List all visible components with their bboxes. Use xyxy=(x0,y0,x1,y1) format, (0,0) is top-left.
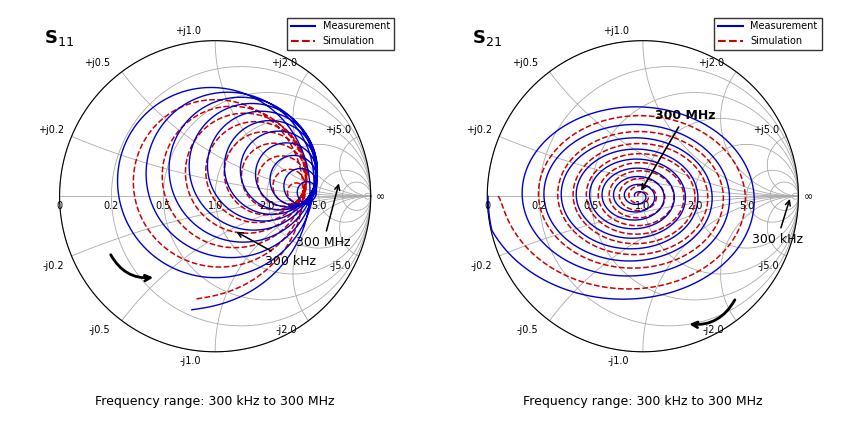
Text: S$_{11}$: S$_{11}$ xyxy=(44,28,74,48)
Text: 0.2: 0.2 xyxy=(531,201,547,211)
Text: +j0.5: +j0.5 xyxy=(84,58,110,68)
Text: 5.0: 5.0 xyxy=(311,201,327,211)
Text: 2.0: 2.0 xyxy=(259,201,275,211)
Text: -j1.0: -j1.0 xyxy=(607,357,629,366)
Text: 300 MHz: 300 MHz xyxy=(296,185,351,249)
Text: -j2.0: -j2.0 xyxy=(703,325,724,335)
Text: 0.5: 0.5 xyxy=(155,201,171,211)
Text: 0.5: 0.5 xyxy=(583,201,599,211)
Text: -j5.0: -j5.0 xyxy=(758,261,779,271)
Text: $\infty$: $\infty$ xyxy=(376,191,385,201)
Text: 5.0: 5.0 xyxy=(739,201,754,211)
Text: -j1.0: -j1.0 xyxy=(179,357,201,366)
Text: -j5.0: -j5.0 xyxy=(329,261,352,271)
Text: 0.2: 0.2 xyxy=(104,201,119,211)
Legend: Measurement, Simulation: Measurement, Simulation xyxy=(715,18,822,50)
Text: +j2.0: +j2.0 xyxy=(698,58,724,68)
Text: -j0.5: -j0.5 xyxy=(516,325,538,335)
Text: +j5.0: +j5.0 xyxy=(325,124,352,135)
Text: +j2.0: +j2.0 xyxy=(270,58,297,68)
Text: 1.0: 1.0 xyxy=(635,201,650,211)
Text: 0: 0 xyxy=(484,201,490,211)
Text: +j0.2: +j0.2 xyxy=(466,124,492,135)
Text: Frequency range: 300 kHz to 300 MHz: Frequency range: 300 kHz to 300 MHz xyxy=(523,395,763,408)
Text: -j0.2: -j0.2 xyxy=(470,261,492,271)
Text: +j0.2: +j0.2 xyxy=(38,124,64,135)
Text: +j1.0: +j1.0 xyxy=(603,26,629,36)
Text: -j0.2: -j0.2 xyxy=(43,261,64,271)
Text: +j1.0: +j1.0 xyxy=(175,26,201,36)
Legend: Measurement, Simulation: Measurement, Simulation xyxy=(287,18,394,50)
Text: S$_{21}$: S$_{21}$ xyxy=(472,28,502,48)
Text: +j5.0: +j5.0 xyxy=(753,124,779,135)
Text: 300 kHz: 300 kHz xyxy=(238,233,316,268)
Text: $\infty$: $\infty$ xyxy=(803,191,813,201)
Text: 1.0: 1.0 xyxy=(208,201,223,211)
Text: 300 kHz: 300 kHz xyxy=(752,200,803,246)
Text: Frequency range: 300 kHz to 300 MHz: Frequency range: 300 kHz to 300 MHz xyxy=(95,395,335,408)
Text: 300 MHz: 300 MHz xyxy=(642,109,716,189)
Text: +j0.5: +j0.5 xyxy=(511,58,538,68)
Text: -j0.5: -j0.5 xyxy=(88,325,110,335)
Text: 2.0: 2.0 xyxy=(687,201,703,211)
Text: -j2.0: -j2.0 xyxy=(275,325,297,335)
Text: 0: 0 xyxy=(57,201,63,211)
